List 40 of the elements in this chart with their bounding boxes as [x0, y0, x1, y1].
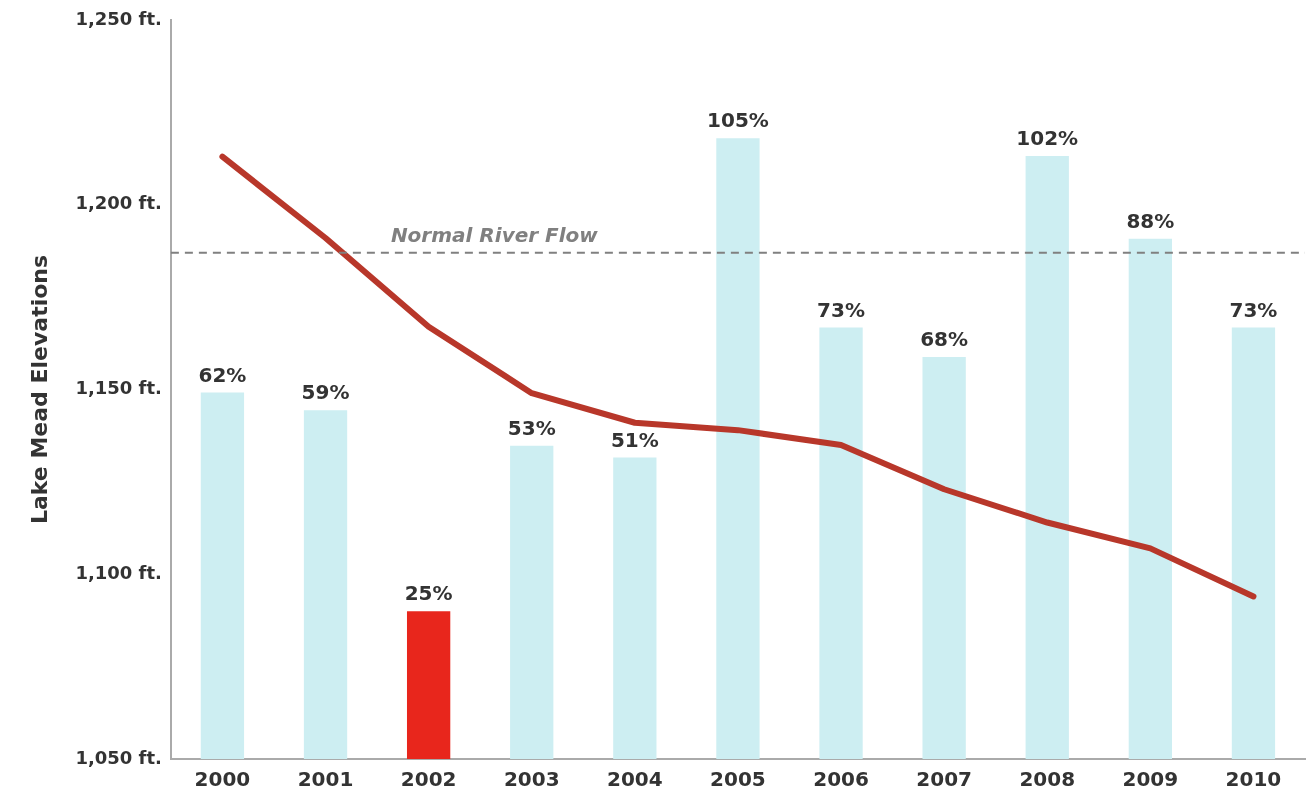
bar: [1231, 327, 1276, 759]
bar: [922, 356, 966, 759]
y-tick-label: 1,050 ft.: [75, 746, 162, 768]
data-label: 51%: [610, 427, 659, 452]
data-label: 73%: [1229, 297, 1278, 322]
bar: [716, 138, 760, 759]
data-label: 59%: [301, 380, 350, 405]
bar: [819, 327, 863, 759]
y-tick-label: 1,150 ft.: [75, 377, 162, 399]
data-label: 105%: [707, 108, 769, 133]
x-tick-label: 2006: [813, 767, 869, 792]
x-tick-label: 2007: [916, 767, 972, 792]
x-tick-label: 2004: [607, 767, 663, 792]
x-tick-label: 2008: [1019, 767, 1076, 792]
bar: [406, 611, 451, 759]
data-label: 68%: [920, 327, 969, 352]
bar: [613, 457, 657, 759]
y-axis-title: Lake Mead Elevations: [26, 254, 52, 525]
data-label: 62%: [198, 362, 247, 387]
bar: [303, 410, 348, 759]
x-tick-label: 2003: [503, 767, 560, 792]
x-tick-label: 2002: [400, 767, 457, 792]
data-label: 25%: [404, 581, 453, 606]
x-tick-label: 2009: [1122, 767, 1179, 792]
y-tick-label: 1,250 ft.: [75, 7, 162, 29]
x-tick-label: 2000: [194, 767, 251, 792]
bar: [510, 445, 554, 759]
y-tick-label: 1,200 ft.: [75, 192, 162, 214]
x-tick-label: 2005: [710, 767, 766, 792]
x-tick-label: 2010: [1225, 767, 1282, 792]
data-label: 102%: [1016, 126, 1079, 151]
bar: [1128, 238, 1172, 759]
y-tick-label: 1,100 ft.: [75, 561, 162, 583]
data-label: 53%: [507, 415, 556, 440]
x-tick-label: 2001: [297, 767, 354, 792]
data-label: 88%: [1126, 208, 1175, 233]
ref-line-label: Normal River Flow: [390, 222, 599, 247]
data-label: 73%: [817, 297, 865, 322]
bar: [1025, 155, 1069, 759]
bar: [200, 392, 245, 759]
